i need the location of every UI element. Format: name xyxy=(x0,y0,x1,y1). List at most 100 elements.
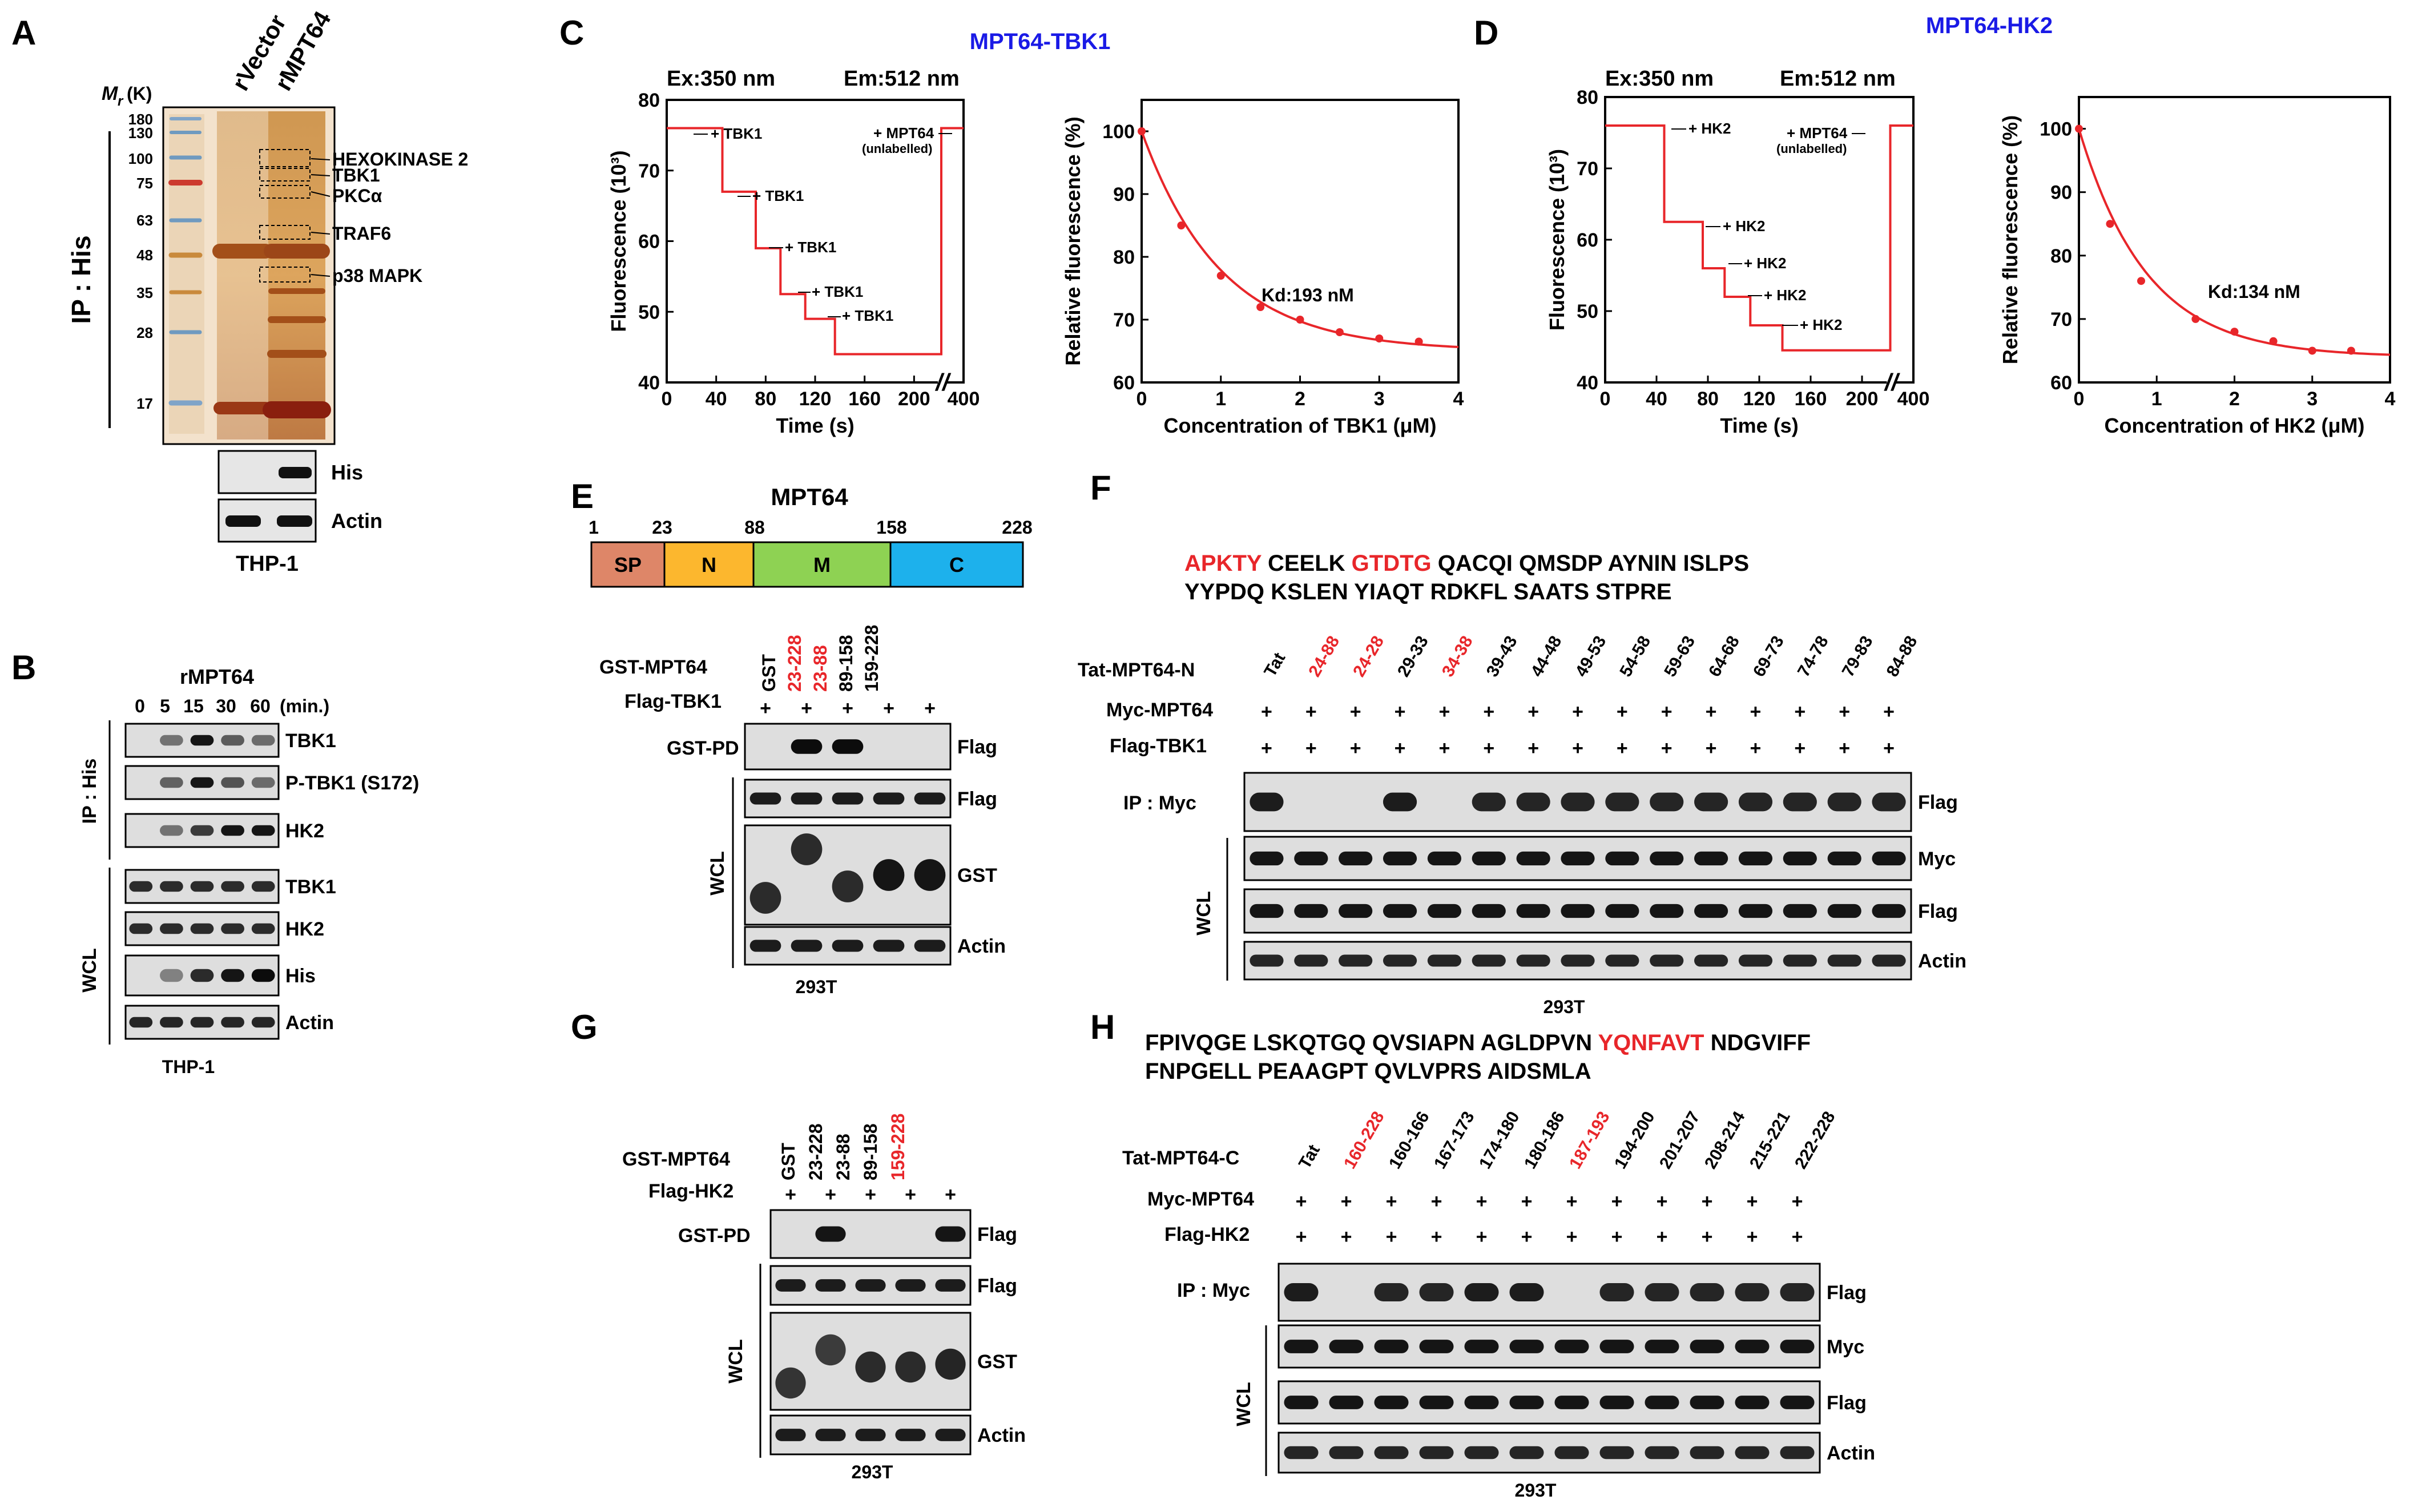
plus-sign: + xyxy=(1747,1191,1758,1212)
blot-band xyxy=(221,923,244,934)
blots-h: + + + + + + + + + + + + + + + + + + + + + + + + IP : Myc Flag Myc F… xyxy=(1177,1191,1875,1476)
blot-band xyxy=(1783,904,1817,918)
plus-sign: + xyxy=(1483,701,1494,723)
lane-label: 24-28 xyxy=(1349,633,1388,680)
x-tick-label: 1 xyxy=(2151,388,2162,410)
blot-band xyxy=(815,1279,846,1292)
sequence-line-1: APKTY CEELK GTDTG QACQI QMSDP AYNIN ISLP… xyxy=(1184,551,1749,576)
blot-label: Flag xyxy=(957,788,997,810)
blot-band xyxy=(221,1017,244,1028)
x-axis-label: Time (s) xyxy=(1720,414,1798,437)
domain-label: C xyxy=(949,553,964,576)
blot-band xyxy=(895,1429,926,1441)
blot-band xyxy=(221,881,244,892)
blot-band xyxy=(1516,792,1550,812)
blot-band xyxy=(832,739,864,754)
sequence-block: FPIVQGE xyxy=(1145,1030,1247,1055)
band-label: p38 MAPK xyxy=(332,265,422,286)
domain-positions: 1 23 88 158 228 xyxy=(589,517,1033,538)
tat-label: Tat-MPT64-N xyxy=(1078,659,1195,681)
blot-band xyxy=(1383,792,1417,812)
sequence-block: AIDSMLA xyxy=(1487,1059,1591,1084)
lane-label: 69-73 xyxy=(1750,633,1788,680)
blot-band xyxy=(1561,851,1595,866)
blot-label: Actin xyxy=(977,1425,1026,1446)
blot-band xyxy=(1561,954,1595,967)
x-tick-label: 1 xyxy=(1215,388,1226,410)
lane-label: 160-228 xyxy=(1340,1108,1388,1172)
plus-sign: + xyxy=(1661,701,1673,723)
blot-band xyxy=(832,792,864,805)
axis-break: // xyxy=(934,369,952,396)
domain-label: SP xyxy=(614,553,642,576)
plus-sign: + xyxy=(1883,737,1895,759)
blot-band xyxy=(1554,1340,1589,1353)
blot-band xyxy=(160,825,183,836)
blot-band xyxy=(251,969,275,982)
blot-band xyxy=(251,923,275,934)
ip-myc-label: IP : Myc xyxy=(1177,1280,1250,1301)
lane-label: 159-228 xyxy=(888,1114,908,1180)
domain-position: 158 xyxy=(876,517,906,538)
lane-label: Tat xyxy=(1295,1142,1324,1172)
y-axis-label: Relative fluorescence (%) xyxy=(1061,116,1085,365)
x-tick-label: 4 xyxy=(1453,388,1464,410)
sequence-block: GTDTG xyxy=(1352,551,1432,576)
plus-sign: + xyxy=(924,697,936,719)
lane-label: 174-180 xyxy=(1476,1108,1524,1172)
mpt64-unlabelled: (unlabelled) xyxy=(1776,142,1847,156)
sequence-block: LSKQTGQ xyxy=(1253,1030,1366,1055)
blot-band xyxy=(1419,1283,1454,1301)
band-label: PKCα xyxy=(332,186,382,206)
panel-letter: G xyxy=(571,1008,598,1046)
blot-band xyxy=(1339,954,1373,967)
plus-sign: + xyxy=(1794,737,1806,759)
domain-label: M xyxy=(813,553,831,576)
domain-labels: SP N M C xyxy=(614,553,964,576)
blot-band xyxy=(1645,1396,1679,1409)
blot-band xyxy=(873,792,905,805)
y-axis-label: Relative fluorescence (%) xyxy=(1998,115,2022,364)
domain-position: 228 xyxy=(1002,517,1032,538)
addition-labels: + TBK1 + TBK1 + TBK1 + TBK1 + TBK1 + MPT… xyxy=(711,124,934,324)
blot-band xyxy=(221,969,244,982)
blot-band xyxy=(1464,1396,1499,1409)
lane-label: 74-78 xyxy=(1794,633,1832,680)
panel-e: E MPT64 1 23 88 158 228 SP N M C GST-MPT… xyxy=(571,477,1033,997)
lane-label: 39-43 xyxy=(1483,633,1521,680)
plus-sign: + xyxy=(1883,701,1895,723)
lane-label: 159-228 xyxy=(861,625,882,692)
blot-band xyxy=(1427,954,1461,967)
sequence-block: QVLVPRS xyxy=(1375,1059,1482,1084)
blot-band xyxy=(1605,792,1639,812)
gel-bands xyxy=(168,117,331,418)
mw-marker: 48 xyxy=(136,247,153,264)
blot-band xyxy=(1284,1396,1319,1409)
cell-line: THP-1 xyxy=(162,1057,215,1077)
panel-a: A M r (K) rVector rMPT64 IP : His xyxy=(11,6,468,576)
blot-band xyxy=(1650,851,1684,866)
plus-sign: + xyxy=(1438,737,1450,759)
plus-sign: + xyxy=(1702,1226,1713,1248)
blot-band xyxy=(1783,792,1817,812)
blot-band xyxy=(1509,1340,1544,1353)
blot-band xyxy=(1605,851,1639,866)
ex-label: Ex:350 nm xyxy=(1605,67,1714,91)
blot-frame xyxy=(1277,1263,1821,1322)
lane-labels: Tat 160-228160-166167-173174-180180-18618… xyxy=(1295,1108,1839,1172)
plus-sign: + xyxy=(1296,1191,1307,1212)
plus-sign: + xyxy=(1386,1191,1397,1212)
x-axis-label: Time (s) xyxy=(776,414,854,437)
mpt64-unlabelled: (unlabelled) xyxy=(862,142,932,156)
blot-band xyxy=(225,515,261,527)
blot-label: His xyxy=(331,461,363,484)
blot-band xyxy=(1605,954,1639,967)
blot-band xyxy=(160,881,183,892)
blot-band xyxy=(749,882,781,914)
y-tick-label: 40 xyxy=(638,372,660,394)
blot-band xyxy=(815,1429,846,1441)
myc-label: Myc-MPT64 xyxy=(1147,1188,1254,1210)
data-point xyxy=(2191,315,2200,323)
plot-frame xyxy=(1140,99,1460,384)
blot-band xyxy=(190,969,214,982)
